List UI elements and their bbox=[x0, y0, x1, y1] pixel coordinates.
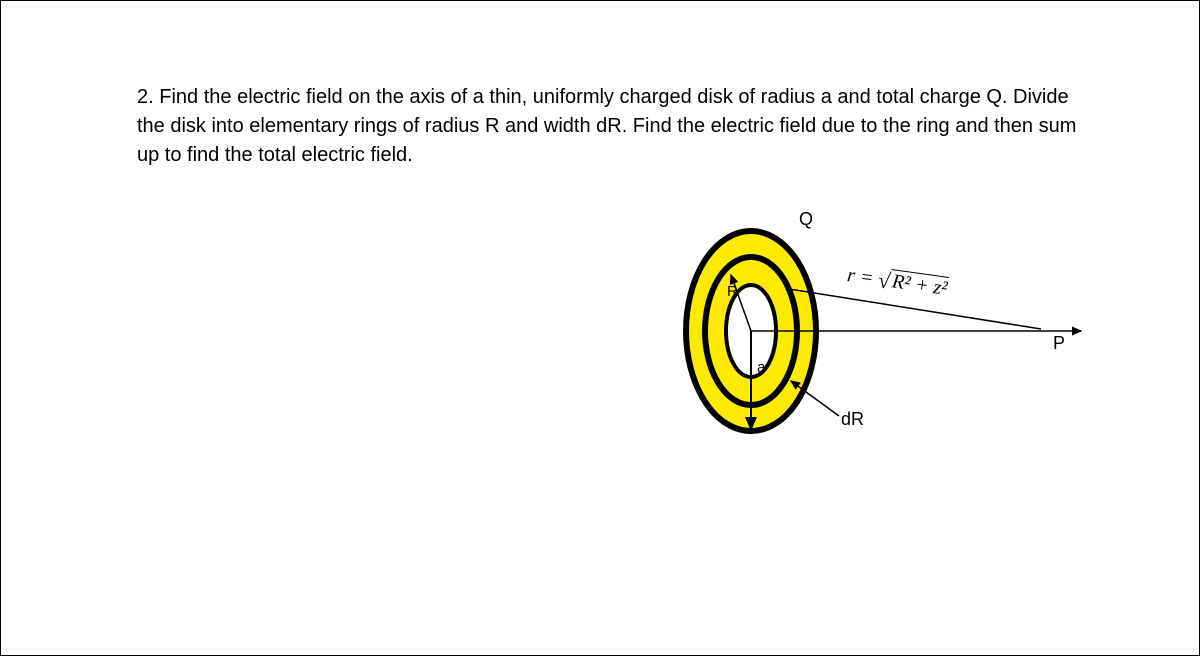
problem-number: 2. bbox=[137, 86, 154, 108]
label-R-text: R bbox=[727, 283, 738, 300]
problem-statement: 2. Find the electric field on the axis o… bbox=[137, 83, 1097, 170]
label-Q-text: Q bbox=[799, 209, 813, 229]
formula-plus: + bbox=[909, 273, 935, 298]
page: 2. Find the electric field on the axis o… bbox=[0, 0, 1200, 656]
label-P: P bbox=[1053, 333, 1065, 354]
label-dR: dR bbox=[841, 409, 864, 430]
formula-lhs: r = bbox=[846, 264, 875, 289]
label-dR-text: dR bbox=[841, 409, 864, 429]
figure-svg bbox=[641, 201, 1101, 461]
figure: Q R a dR P r = √R² + z² bbox=[641, 201, 1101, 461]
label-Q: Q bbox=[799, 209, 813, 230]
label-a: a bbox=[757, 359, 765, 376]
label-P-text: P bbox=[1053, 333, 1065, 353]
label-a-text: a bbox=[757, 359, 765, 376]
label-R: R bbox=[727, 283, 738, 300]
formula-z2: z² bbox=[932, 276, 949, 300]
formula-z2-text: z² bbox=[932, 276, 949, 300]
problem-text-body: Find the electric field on the axis of a… bbox=[137, 86, 1076, 166]
